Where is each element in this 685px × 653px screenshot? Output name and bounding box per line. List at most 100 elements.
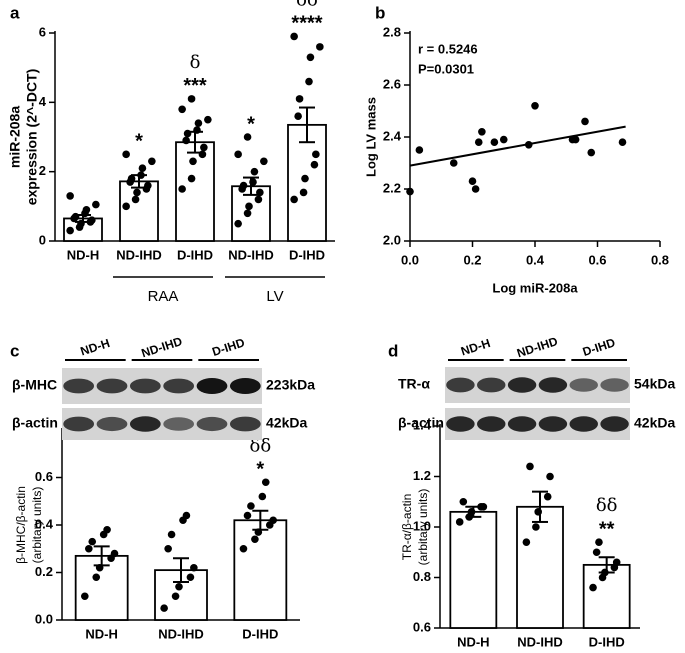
data-point [415,146,424,154]
blot-band [507,377,537,393]
data-point [138,164,147,172]
data-point [82,206,91,214]
bar [233,519,288,621]
error-bar [252,509,269,531]
blot-size-label: 223kDa [266,377,315,393]
data-point [571,135,580,144]
significance-label: δ [190,52,201,73]
data-point [171,592,180,601]
data-point [243,511,252,520]
data-point [200,143,208,152]
blot-band [229,378,261,394]
blot-band [229,416,261,432]
blot-band [446,377,475,393]
x-tick-label: D-IHD [589,634,625,649]
data-point [131,195,140,204]
x-tick-label: ND-H [457,634,490,649]
blot [445,408,630,440]
data-point [618,138,627,146]
y-tick-label: 1.4 [413,417,432,432]
data-point [182,511,191,520]
data-point [187,174,196,183]
group-label: RAA [148,288,179,305]
x-tick-label: ND-IHD [228,247,274,262]
data-point [178,185,186,193]
blot-band [600,378,629,392]
data-point [234,150,242,159]
data-point [260,157,268,166]
y-tick-label: 2.2 [383,180,401,195]
y-tick-label: 0 [39,232,46,247]
blot-protein-label: β-actin [398,415,444,431]
data-point [122,150,130,159]
data-point [243,133,252,141]
significance-label: δδ [249,435,271,456]
data-point [160,604,168,612]
blot-band [163,417,195,431]
blot-band [538,377,568,393]
data-point [479,503,488,511]
data-point [187,95,196,103]
data-point [245,202,253,211]
data-point [449,159,458,167]
panel-letter: b [375,3,385,22]
blot-band [477,377,506,393]
x-tick-label: 0.8 [651,252,669,267]
data-point [546,472,554,481]
significance-label: *** [183,75,207,97]
data-point [299,188,308,197]
y-axis-label: (arbitary units) [416,489,430,566]
data-point [189,157,197,166]
data-point [305,77,313,86]
data-point [543,492,552,501]
annotation: r = 0.5246 [418,41,478,56]
data-point [251,535,259,544]
blot [62,368,262,404]
data-point [474,138,483,146]
x-tick-label: 0.4 [526,252,545,267]
blot-band [569,378,598,392]
data-point [88,537,97,546]
significance-label: * [247,113,255,135]
data-point [133,188,141,197]
data-point [587,148,596,157]
significance-label: **** [291,13,322,35]
y-tick-label: 0.8 [413,569,431,584]
panel-letter: a [10,3,20,22]
data-point [127,174,136,183]
data-point [178,105,186,114]
y-axis-label: TR-α/β-actin [400,494,414,561]
lane-label: ND-H [459,336,492,359]
blot-band [129,416,161,432]
data-point [66,226,74,235]
data-point [243,209,252,218]
x-tick-label: ND-IHD [158,626,204,641]
y-tick-label: 2.0 [383,232,401,247]
y-axis-label: Log LV mass [363,97,378,177]
data-point [531,102,539,110]
y-tick-label: 1.0 [413,518,431,533]
data-point [247,502,255,510]
bar [449,510,498,629]
x-tick-label: 0.0 [401,252,419,267]
data-point [175,582,183,591]
group-label: LV [266,288,283,305]
blot-band [63,416,95,432]
data-point [312,150,320,159]
data-point [186,573,195,582]
blot-band [129,378,161,394]
blot-protein-label: β-actin [12,415,58,431]
panel-letter: c [10,341,19,360]
data-point [612,558,621,567]
data-point [290,195,298,204]
significance-label: δδ [596,495,618,516]
data-point [269,516,277,525]
blot-band [96,378,128,394]
data-point [301,174,309,183]
data-point [239,544,248,553]
data-point [261,478,270,487]
data-point [234,219,242,228]
y-tick-label: 2.8 [383,24,401,39]
bar [516,505,564,629]
